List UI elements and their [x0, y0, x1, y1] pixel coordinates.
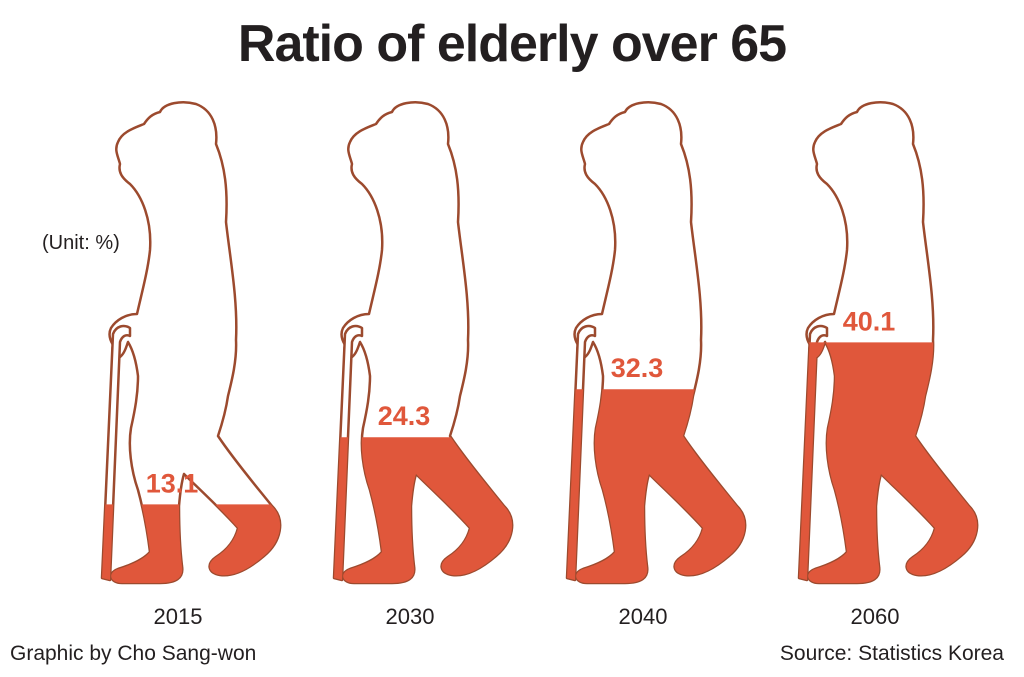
figure-2060: 40.1 2060 — [797, 101, 979, 629]
unit-label: (Unit: %) — [42, 232, 120, 254]
value-label-2030: 24.3 — [378, 401, 431, 431]
year-label-2030: 2030 — [386, 604, 435, 629]
year-label-2060: 2060 — [851, 604, 900, 629]
source-text: Source: Statistics Korea — [779, 642, 1004, 665]
chart-title: Ratio of elderly over 65 — [237, 15, 787, 73]
value-label-2060: 40.1 — [843, 306, 896, 336]
credit-text: Graphic by Cho Sang-won — [10, 642, 257, 665]
year-label-2015: 2015 — [154, 604, 203, 629]
value-label-2040: 32.3 — [611, 353, 664, 383]
figure-2015: 13.1 2015 — [100, 101, 282, 629]
value-label-2015: 13.1 — [146, 468, 199, 498]
figure-2030: 24.3 2030 — [332, 101, 514, 629]
year-label-2040: 2040 — [619, 604, 668, 629]
figure-2040: 32.3 2040 — [565, 101, 747, 629]
figures-layer: 13.1 2015 24.3 2030 32.3 2040 40.1 2060 — [100, 101, 979, 629]
